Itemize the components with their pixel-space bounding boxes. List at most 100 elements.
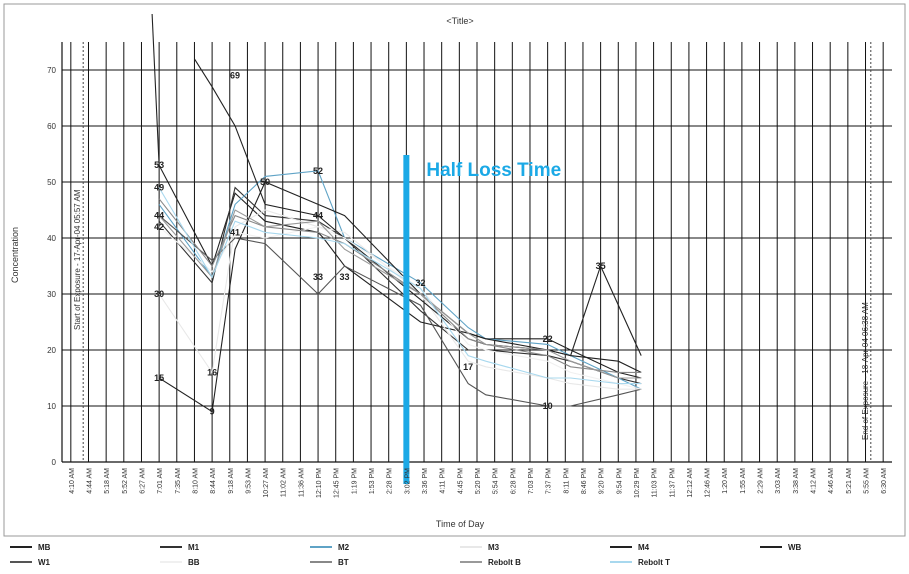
x-tick-label: 2:29 AM xyxy=(758,468,765,494)
x-tick-label: 11:37 PM xyxy=(669,468,676,498)
y-tick-label: 0 xyxy=(52,458,57,467)
data-label: 35 xyxy=(596,261,606,271)
y-tick-label: 60 xyxy=(47,122,56,131)
x-tick-label: 2:28 PM xyxy=(387,468,394,494)
x-tick-label: 4:46 AM xyxy=(828,468,835,494)
x-tick-label: 1:20 AM xyxy=(722,468,729,494)
y-tick-label: 70 xyxy=(47,66,56,75)
x-tick-label: 8:44 AM xyxy=(210,468,217,494)
data-label: 44 xyxy=(313,211,323,221)
data-label: 9 xyxy=(210,407,215,417)
y-tick-label: 50 xyxy=(47,178,56,187)
data-label: 16 xyxy=(207,367,217,377)
x-tick-label: 1:53 PM xyxy=(369,468,376,494)
half-loss-line xyxy=(403,155,410,484)
data-label: 52 xyxy=(313,166,323,176)
x-tick-label: 8:10 AM xyxy=(192,468,199,494)
data-label: 42 xyxy=(154,222,164,232)
legend-label: M4 xyxy=(638,543,650,552)
data-label: 32 xyxy=(415,278,425,288)
legend-label: BB xyxy=(188,558,200,567)
x-tick-label: 5:54 PM xyxy=(493,468,500,494)
x-tick-label: 10:27 AM xyxy=(263,468,270,498)
x-tick-label: 4:12 AM xyxy=(811,468,818,494)
x-tick-label: 12:10 PM xyxy=(316,468,323,498)
x-tick-label: 9:20 PM xyxy=(599,468,606,494)
x-tick-label: 4:44 AM xyxy=(86,468,93,494)
legend-label: M1 xyxy=(188,543,200,552)
start-exposure-label: Start of Exposure - 17-Apr-04 05:57 AM xyxy=(73,189,82,330)
data-label: 10 xyxy=(543,401,553,411)
data-label: 44 xyxy=(154,211,164,221)
x-tick-label: 10:29 PM xyxy=(634,468,641,498)
data-label: 15 xyxy=(154,373,164,383)
data-label: 53 xyxy=(154,160,164,170)
chart-title: <Title> xyxy=(446,16,473,26)
legend-label: W1 xyxy=(38,558,51,567)
series-line xyxy=(158,187,642,385)
x-tick-label: 7:35 AM xyxy=(175,468,182,494)
x-tick-label: 6:27 AM xyxy=(139,468,146,494)
x-tick-label: 7:03 PM xyxy=(528,468,535,494)
x-tick-label: 8:11 PM xyxy=(563,468,570,494)
x-tick-label: 5:52 AM xyxy=(122,468,129,494)
y-tick-label: 10 xyxy=(47,402,56,411)
x-tick-label: 6:28 PM xyxy=(510,468,517,494)
x-tick-label: 12:46 AM xyxy=(705,468,712,498)
x-tick-label: 3:02 PM xyxy=(404,468,411,494)
x-tick-label: 3:36 PM xyxy=(422,468,429,494)
legend-label: WB xyxy=(788,543,802,552)
x-tick-label: 5:18 AM xyxy=(104,468,111,494)
legend: MB M1 M2 M3 M4 WB W1 BB BT Rebolt B Rebolt T xyxy=(10,543,802,567)
legend-label: M3 xyxy=(488,543,500,552)
x-tick-label: 7:37 PM xyxy=(546,468,553,494)
data-label: 17 xyxy=(463,362,473,372)
legend-label: Rebolt B xyxy=(488,558,521,567)
y-tick-label: 20 xyxy=(47,346,56,355)
x-tick-label: 3:03 AM xyxy=(775,468,782,494)
x-tick-label: 3:38 AM xyxy=(793,468,800,494)
x-tick-label: 4:45 PM xyxy=(457,468,464,494)
legend-label: M2 xyxy=(338,543,350,552)
x-tick-label: 1:55 AM xyxy=(740,468,747,494)
x-tick-label: 4:10 AM xyxy=(69,468,76,494)
x-tick-label: 9:18 AM xyxy=(228,468,235,494)
data-label: 22 xyxy=(543,334,553,344)
data-label: 41 xyxy=(230,227,240,237)
x-tick-label: 11:36 AM xyxy=(298,468,305,497)
x-tick-label: 7:01 AM xyxy=(157,468,164,494)
x-tick-label: 11:02 AM xyxy=(281,468,288,497)
series-line xyxy=(158,209,642,379)
x-tick-label: 11:03 PM xyxy=(652,468,659,498)
y-tick-label: 30 xyxy=(47,290,56,299)
series-layer xyxy=(151,13,642,484)
legend-label: BT xyxy=(338,558,349,567)
y-tick-label: 40 xyxy=(47,234,56,243)
end-exposure-label: End of Exposure - 18-Apr-04 06:38 AM xyxy=(861,302,870,440)
legend-label: Rebolt T xyxy=(638,558,670,567)
data-label: 30 xyxy=(154,289,164,299)
grid-layer xyxy=(62,42,892,463)
x-tick-label: 9:53 AM xyxy=(245,468,252,494)
chart-frame xyxy=(3,3,906,537)
x-tick-label: 9:54 PM xyxy=(616,468,623,494)
y-axis-label: Concentration xyxy=(10,227,20,283)
x-tick-label: 4:11 PM xyxy=(440,468,447,494)
x-tick-label: 5:21 AM xyxy=(846,468,853,494)
x-tick-label: 12:12 AM xyxy=(687,468,694,498)
axis-layer: 0 10 20 30 40 50 60 70 4:10 AM 4:44 AM 5:18 AM 5:52… xyxy=(47,42,888,498)
x-tick-label: 1:19 PM xyxy=(351,468,358,494)
half-loss-label: Half Loss Time xyxy=(426,160,561,181)
x-tick-label: 5:55 AM xyxy=(864,468,871,494)
legend-label: MB xyxy=(38,543,51,552)
data-label-layer: Start of Exposure - 17-Apr-04 05:57 AM En… xyxy=(73,71,870,440)
data-label: 49 xyxy=(154,183,164,193)
data-label: 33 xyxy=(313,272,323,282)
x-axis-label: Time of Day xyxy=(436,519,485,529)
x-tick-label: 6:30 AM xyxy=(881,468,888,494)
data-label: 69 xyxy=(230,71,240,81)
x-tick-label: 5:20 PM xyxy=(475,468,482,494)
data-label: 33 xyxy=(340,272,350,282)
